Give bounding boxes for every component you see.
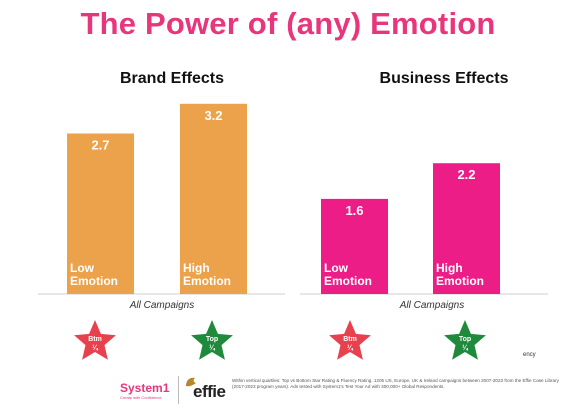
bar-category-label: Emotion [183,274,231,288]
footer-note: Within vertical quartiles: Top vs Bottom… [232,378,559,389]
bar-value-label: 2.7 [91,138,109,153]
business-effects-title: Business Effects [379,70,509,87]
star-sublabel: ¼ [209,344,216,352]
system1-tagline: Create with Confidence [120,395,162,400]
bar-category-label: Low [70,261,95,275]
footer-divider [178,376,179,404]
bar-value-label: 3.2 [204,108,222,123]
watermark-text: ency [523,352,536,358]
bar-brand-1 [180,103,247,295]
bar-category-label: Emotion [436,274,484,288]
bar-category-label: Emotion [70,274,118,288]
bar-value-label: 1.6 [345,203,363,218]
effie-icon [186,377,196,387]
bottom-quartile-star-icon [329,320,371,360]
star-label: Top [206,336,218,343]
star-sublabel: ¼ [347,344,354,352]
brand-effects-title: Brand Effects [119,70,225,87]
brand-campaigns-caption: All Campaigns [129,300,195,311]
bar-value-label: 2.2 [457,167,475,182]
bar-business-1 [433,163,500,294]
page-title: The Power of (any) Emotion [80,6,496,41]
star-label: Btm [88,336,102,343]
bottom-quartile-star-icon [74,320,116,360]
top-quartile-star-icon [444,320,486,360]
bar-business-0 [321,198,388,294]
system1-logo: System1 [120,381,170,395]
bar-category-label: Emotion [324,274,372,288]
bar-category-label: Low [324,261,349,275]
business-campaigns-caption: All Campaigns [399,300,465,311]
star-sublabel: ¼ [92,344,99,352]
star-label: Btm [343,336,357,343]
bar-category-label: High [183,261,210,275]
top-quartile-star-icon [191,320,233,360]
star-label: Top [459,336,471,343]
bar-brand-0 [67,133,134,294]
effie-logo: effie [193,382,226,401]
bar-category-label: High [436,261,463,275]
star-sublabel: ¼ [462,344,469,352]
